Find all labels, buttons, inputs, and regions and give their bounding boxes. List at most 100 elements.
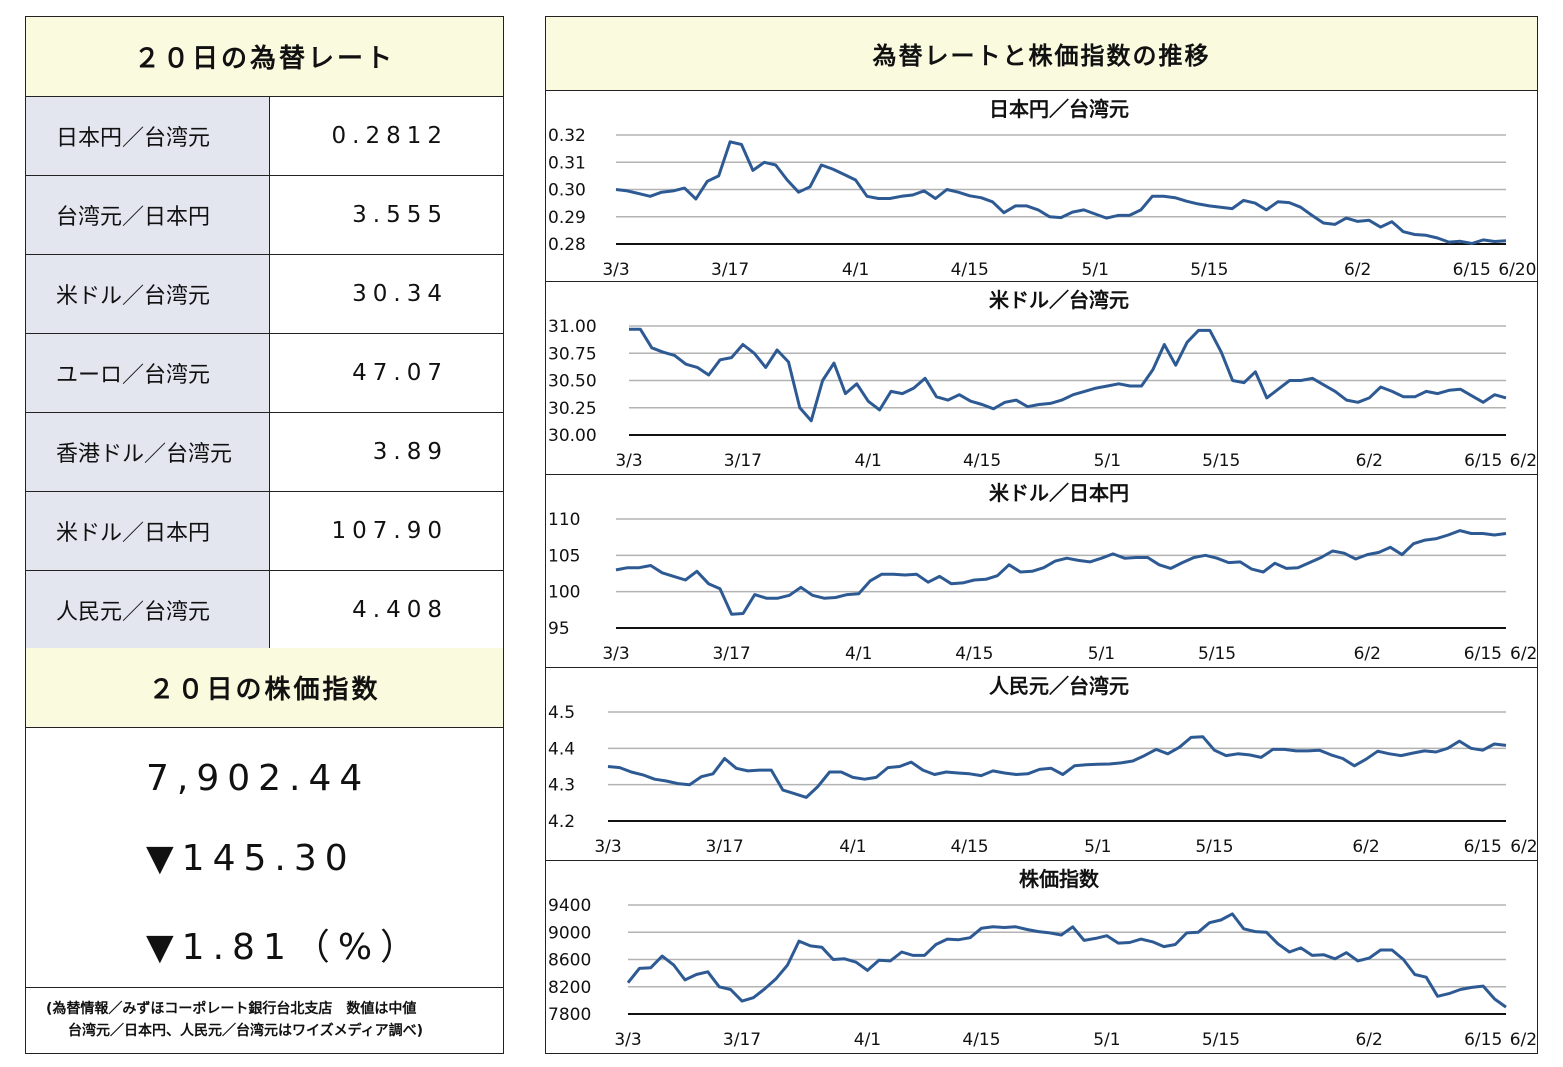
chart-4: 人民元／台湾元 4.5 4.4 4.3 4.2 3/3 3/17 4/1 4/15 5/1 5/15… xyxy=(546,668,1537,861)
source-note: (為替情報／みずほコーポレート銀行台北支店 数値は中値 台湾元／日本円、人民元／… xyxy=(26,989,503,1053)
rates-title: ２０日の為替レート xyxy=(26,17,503,97)
rate-label: ユーロ／台湾元 xyxy=(26,334,270,412)
source-note-line2: 台湾元／日本円、人民元／台湾元はワイズメディア調べ) xyxy=(68,1023,423,1039)
rate-label: 台湾元／日本円 xyxy=(26,176,270,254)
y-tick-label: 105 xyxy=(548,546,580,566)
y-tick-label: 8600 xyxy=(548,951,591,971)
index-title: ２０日の株価指数 xyxy=(26,648,503,728)
series-line xyxy=(607,735,1507,799)
rate-row: 米ドル／日本円 107.90 xyxy=(26,492,503,571)
x-tick-label: 4/15 xyxy=(963,451,1001,471)
rate-row: ユーロ／台湾元 47.07 xyxy=(26,334,503,413)
chart-title: 人民元／台湾元 xyxy=(989,674,1129,698)
x-tick-label: 6/2 xyxy=(1354,644,1381,664)
x-tick-label: 6/2 xyxy=(1356,451,1383,471)
rate-value: 0.2812 xyxy=(331,123,448,149)
y-tick-label: 4.2 xyxy=(548,812,575,832)
x-tick-label: 3/17 xyxy=(706,837,744,857)
y-tick-label: 95 xyxy=(548,619,570,639)
x-tick-label: 5/15 xyxy=(1190,260,1228,280)
series-line xyxy=(626,912,1507,1009)
x-tick-label: 3/17 xyxy=(712,644,750,664)
y-tick-label: 9000 xyxy=(548,923,591,943)
chart-1: 日本円／台湾元 0.32 0.31 0.30 0.29 0.28 3/3 3/17 4/1 4/1… xyxy=(546,91,1537,282)
charts-title: 為替レートと株価指数の推移 xyxy=(546,17,1537,91)
chart-svg: 米ドル／台湾元 31.00 30.75 30.50 30.25 30.00 3/3 3/17 4… xyxy=(548,288,1537,471)
chart-svg: 人民元／台湾元 4.5 4.4 4.3 4.2 3/3 3/17 4/1 4/15 5/1 5/15… xyxy=(548,674,1537,857)
x-tick-label: 3/3 xyxy=(614,1030,641,1050)
chart-svg: 株価指数 9400 9000 8600 8200 7800 3/3 3/17 4/1 4/15 5/… xyxy=(548,867,1537,1050)
x-tick-label: 3/3 xyxy=(615,451,642,471)
x-tick-label: 5/1 xyxy=(1088,644,1115,664)
series-line xyxy=(615,529,1507,616)
x-tick-label: 6/15 xyxy=(1464,837,1502,857)
y-tick-label: 110 xyxy=(548,510,580,530)
x-tick-label: 6/20 xyxy=(1510,451,1537,471)
index-change-pct: ▼1.81（%） xyxy=(146,927,425,968)
y-tick-label: 0.28 xyxy=(548,235,586,255)
index-change: ▼145.30 xyxy=(146,838,356,879)
x-tick-label: 6/2 xyxy=(1344,260,1371,280)
rate-value: 47.07 xyxy=(352,360,448,386)
rate-value: 4.408 xyxy=(352,597,448,623)
x-tick-label: 6/20 xyxy=(1510,644,1537,664)
rate-row: 人民元／台湾元 4.408 xyxy=(26,571,503,650)
chart-title: 米ドル／日本円 xyxy=(989,481,1129,505)
rate-row: 米ドル／台湾元 30.34 xyxy=(26,255,503,334)
x-tick-label: 3/3 xyxy=(602,644,629,664)
rate-row: 台湾元／日本円 3.555 xyxy=(26,176,503,255)
y-tick-label: 4.4 xyxy=(548,739,575,759)
x-tick-label: 3/17 xyxy=(723,1030,761,1050)
y-tick-label: 100 xyxy=(548,583,580,603)
y-tick-label: 0.29 xyxy=(548,208,586,228)
chart-3: 米ドル／日本円 110 105 100 95 3/3 3/17 4/1 4/15 5/1 5/15 6… xyxy=(546,475,1537,668)
x-tick-label: 3/3 xyxy=(594,837,621,857)
rate-label: 香港ドル／台湾元 xyxy=(26,413,270,491)
rate-value: 3.89 xyxy=(372,439,448,465)
x-tick-label: 6/15 xyxy=(1464,644,1502,664)
x-tick-label: 4/1 xyxy=(855,451,882,471)
x-tick-label: 6/15 xyxy=(1464,1030,1502,1050)
x-tick-label: 4/1 xyxy=(839,837,866,857)
x-tick-label: 3/17 xyxy=(711,260,749,280)
rate-row: 香港ドル／台湾元 3.89 xyxy=(26,413,503,492)
x-tick-label: 6/20 xyxy=(1510,1030,1537,1050)
y-tick-label: 7800 xyxy=(548,1005,591,1025)
y-tick-label: 31.00 xyxy=(548,317,597,337)
rate-value: 3.555 xyxy=(352,202,448,228)
rate-row: 日本円／台湾元 0.2812 xyxy=(26,97,503,176)
x-tick-label: 5/1 xyxy=(1084,837,1111,857)
x-tick-label: 6/20 xyxy=(1510,837,1537,857)
y-tick-label: 0.32 xyxy=(548,126,586,146)
x-tick-label: 5/15 xyxy=(1202,1030,1240,1050)
x-tick-label: 4/15 xyxy=(955,644,993,664)
series-line xyxy=(629,327,1507,423)
y-tick-label: 4.3 xyxy=(548,776,575,796)
x-tick-label: 4/15 xyxy=(962,1030,1000,1050)
x-tick-label: 3/17 xyxy=(724,451,762,471)
x-tick-label: 6/15 xyxy=(1464,451,1502,471)
chart-title: 株価指数 xyxy=(1019,867,1100,891)
y-tick-label: 8200 xyxy=(548,978,591,998)
rate-label: 日本円／台湾元 xyxy=(26,97,270,175)
chart-title: 日本円／台湾元 xyxy=(989,97,1129,121)
x-tick-label: 5/15 xyxy=(1195,837,1233,857)
x-tick-label: 5/1 xyxy=(1094,451,1121,471)
chart-svg: 日本円／台湾元 0.32 0.31 0.30 0.29 0.28 3/3 3/17 4/1 4/1… xyxy=(548,97,1537,280)
x-tick-label: 4/1 xyxy=(854,1030,881,1050)
x-tick-label: 6/15 xyxy=(1453,260,1491,280)
y-tick-label: 30.50 xyxy=(548,372,597,392)
x-tick-label: 4/15 xyxy=(951,260,989,280)
source-note-line1: (為替情報／みずほコーポレート銀行台北支店 数値は中値 xyxy=(46,1001,417,1017)
index-values: 7,902.44 ▼145.30 ▼1.81（%） xyxy=(26,728,503,988)
x-tick-label: 5/15 xyxy=(1198,644,1236,664)
series-line xyxy=(615,140,1507,245)
x-tick-label: 4/15 xyxy=(950,837,988,857)
chart-5: 株価指数 9400 9000 8600 8200 7800 3/3 3/17 4/1 4/15 5/… xyxy=(546,861,1537,1053)
y-tick-label: 0.30 xyxy=(548,181,586,201)
y-tick-label: 30.00 xyxy=(548,426,597,446)
rate-value: 30.34 xyxy=(352,281,448,307)
chart-2: 米ドル／台湾元 31.00 30.75 30.50 30.25 30.00 3/3 3/17 4… xyxy=(546,282,1537,475)
index-value: 7,902.44 xyxy=(146,758,371,799)
rate-label: 米ドル／台湾元 xyxy=(26,255,270,333)
